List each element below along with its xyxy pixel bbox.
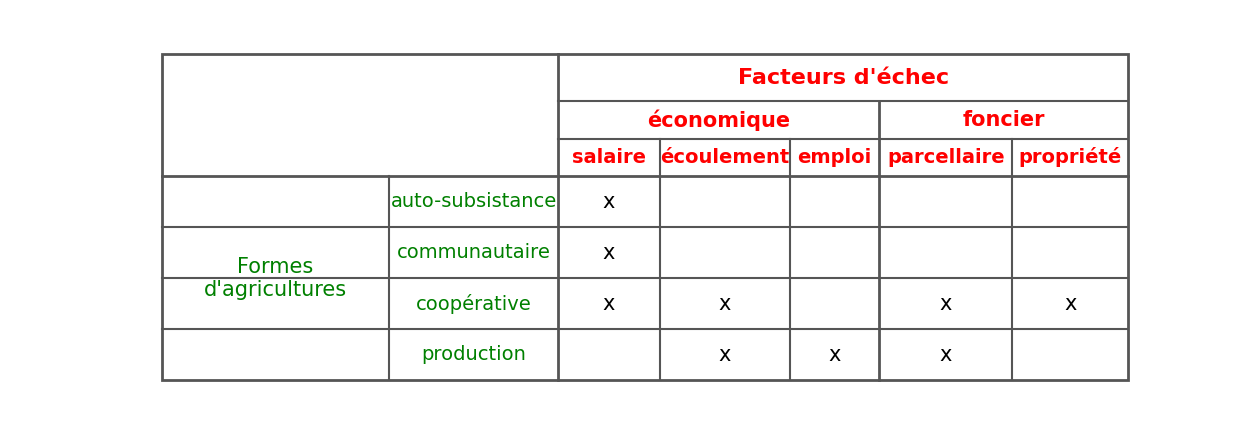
Text: x: x — [939, 345, 952, 365]
Text: x: x — [829, 345, 840, 365]
Text: x: x — [718, 294, 731, 314]
Text: propriété: propriété — [1019, 147, 1122, 167]
Text: x: x — [603, 294, 615, 314]
Text: foncier: foncier — [962, 110, 1045, 130]
Text: économique: économique — [647, 109, 790, 131]
Text: production: production — [421, 345, 526, 364]
Text: x: x — [1064, 294, 1076, 314]
Text: parcellaire: parcellaire — [887, 148, 1005, 167]
Text: x: x — [603, 243, 615, 262]
Text: coopérative: coopérative — [416, 294, 531, 314]
Text: Formes
d'agricultures: Formes d'agricultures — [203, 256, 347, 300]
Text: x: x — [718, 345, 731, 365]
Text: Facteurs d'échec: Facteurs d'échec — [737, 68, 948, 88]
Text: emploi: emploi — [798, 148, 872, 167]
Text: communautaire: communautaire — [397, 243, 550, 262]
Text: écoulement: écoulement — [661, 148, 790, 167]
Text: x: x — [603, 191, 615, 211]
Text: x: x — [939, 294, 952, 314]
Text: salaire: salaire — [571, 148, 646, 167]
Text: auto-subsistance: auto-subsistance — [391, 192, 556, 211]
